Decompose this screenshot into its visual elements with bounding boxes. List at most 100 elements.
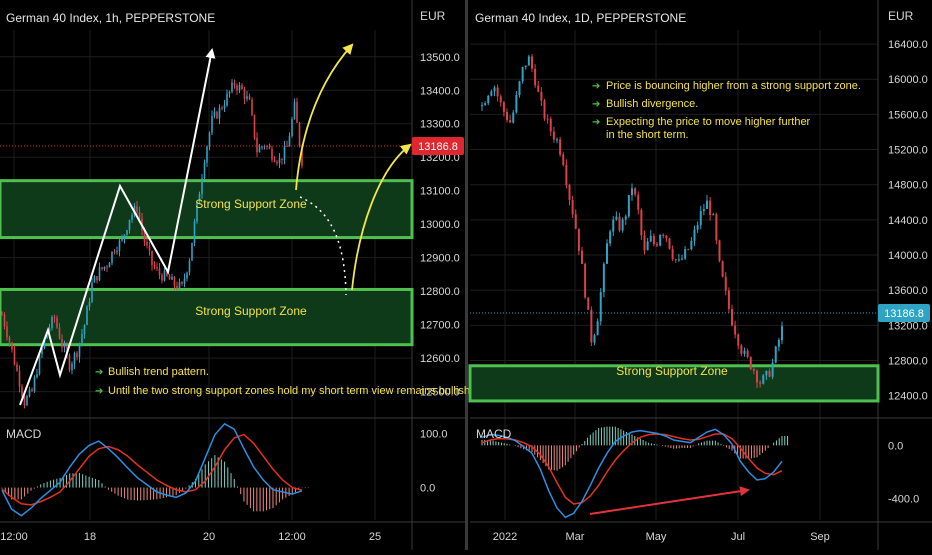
candle-body (208, 132, 211, 147)
left-note-bullet-2: ➔ (95, 386, 103, 397)
candle-body (243, 88, 246, 99)
candle-body (512, 112, 515, 123)
candle-body (677, 259, 680, 261)
right-price-axis: 12400.0 12800.0 13200.0 13600.0 14000.0 14400… (888, 39, 928, 403)
candle-body (699, 211, 702, 226)
candle-body (674, 259, 677, 261)
candle-body (68, 355, 71, 371)
support-zone (0, 179, 414, 240)
candle-body (715, 214, 718, 241)
candle-body (571, 199, 574, 215)
candle-body (248, 96, 251, 100)
price-tick-label: 13400.0 (420, 85, 460, 97)
candle-body (251, 99, 253, 115)
candle-body (113, 251, 116, 253)
price-tick-label: 16400.0 (888, 39, 928, 51)
candle-body (599, 292, 602, 322)
candle-body (606, 243, 608, 264)
right-zone-label: Strong Support Zone (616, 364, 728, 378)
candle-body (176, 285, 178, 289)
candle-body (690, 240, 693, 250)
candle-body (53, 317, 56, 319)
candle-body (231, 82, 233, 92)
candle-body (712, 214, 715, 216)
candle-body (193, 221, 196, 243)
macd-tick-label: 100.0 (420, 429, 448, 441)
candle-body (268, 146, 271, 149)
candle-body (301, 145, 303, 166)
candle-body (746, 350, 749, 357)
candle-body (61, 338, 63, 348)
candle-body (731, 309, 733, 326)
price-tick-label: 13100.0 (420, 186, 460, 198)
candle-body (574, 214, 577, 229)
candle-body (123, 234, 126, 239)
candle-body (734, 325, 737, 335)
candle-body (146, 241, 148, 246)
candle-body (261, 146, 263, 148)
price-tick-label: 13500.0 (420, 52, 460, 64)
left-zone-label-upper: Strong Support Zone (195, 197, 307, 211)
price-tick-label: 12600.0 (420, 353, 460, 365)
price-tick-label: 12400.0 (888, 391, 928, 403)
candle-body (108, 262, 111, 268)
candle-body (283, 145, 286, 160)
candle-body (737, 334, 740, 346)
candle-body (136, 206, 138, 212)
price-tick-label: 12500.0 (420, 387, 460, 399)
candle-body (211, 115, 213, 133)
candle-body (534, 68, 537, 86)
candle-body (543, 100, 546, 119)
candle-body (178, 281, 181, 289)
candle-body (206, 146, 208, 163)
time-tick-label: 12:00 (0, 531, 28, 543)
time-tick-label: Mar (566, 531, 585, 543)
candle-body (509, 120, 512, 123)
candle-body (111, 251, 113, 263)
candle-body (196, 202, 198, 222)
candle-body (278, 158, 281, 164)
candle-body (777, 340, 780, 347)
left-time-axis: 12:00 18 20 12:00 25 (0, 531, 381, 543)
candle-body (515, 94, 518, 113)
left-chart-title: German 40 Index, 1h, PEPPERSTONE (6, 11, 215, 25)
candle-body (11, 342, 13, 350)
candle-body (706, 200, 708, 209)
candle-body (163, 270, 166, 281)
price-tick-label: 12800.0 (888, 356, 928, 368)
price-tick-label: 13200.0 (888, 320, 928, 332)
candle-body (631, 188, 633, 196)
candle-body (101, 267, 103, 269)
right-note-2: Bullish divergence. (606, 98, 698, 110)
candle-body (31, 389, 33, 392)
candle-body (568, 184, 571, 200)
right-note-4: in the short term. (606, 129, 689, 141)
candle-body (709, 200, 712, 216)
candle-body (668, 238, 671, 249)
candle-body (496, 87, 499, 97)
price-tick-label: 15200.0 (888, 145, 928, 157)
candle-body (213, 111, 216, 116)
right-note-3: Expecting the price to move higher furth… (606, 116, 811, 128)
candle-body (71, 363, 73, 371)
candle-body (238, 85, 241, 91)
candle-body (288, 135, 291, 147)
candle-body (286, 145, 288, 147)
price-tick-label: 12700.0 (420, 320, 460, 332)
macd-signal-line (481, 433, 783, 505)
candle-body (771, 362, 774, 377)
candle-body (98, 267, 101, 281)
candle-body (565, 164, 568, 185)
candle-body (687, 249, 690, 251)
candle-body (253, 114, 256, 138)
candle-body (537, 85, 540, 92)
candle-body (577, 228, 580, 251)
candle-body (646, 241, 649, 251)
candle-body (118, 240, 121, 252)
left-note-bullet-1: ➔ (95, 367, 103, 378)
candle-body (151, 250, 153, 266)
candle-body (696, 225, 699, 230)
candle-body (191, 242, 193, 261)
candle-body (73, 353, 76, 364)
